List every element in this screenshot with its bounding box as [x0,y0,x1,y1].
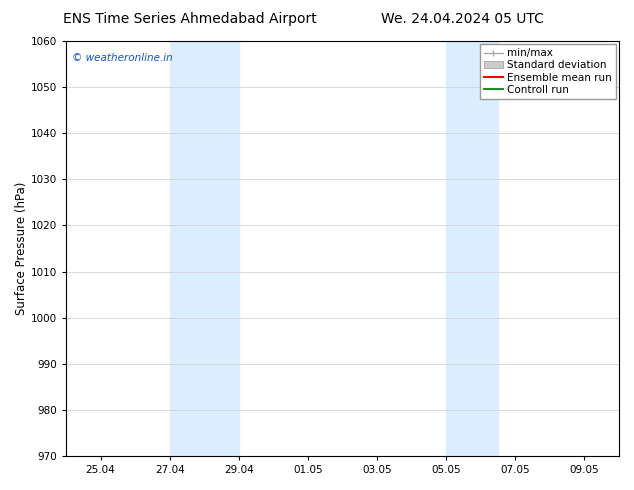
Bar [446,41,498,456]
Bar [170,41,239,456]
Y-axis label: Surface Pressure (hPa): Surface Pressure (hPa) [15,182,28,315]
Text: We. 24.04.2024 05 UTC: We. 24.04.2024 05 UTC [382,12,544,26]
Text: ENS Time Series Ahmedabad Airport: ENS Time Series Ahmedabad Airport [63,12,317,26]
Text: © weatheronline.in: © weatheronline.in [72,53,172,64]
Legend: min/max, Standard deviation, Ensemble mean run, Controll run: min/max, Standard deviation, Ensemble me… [480,44,616,99]
